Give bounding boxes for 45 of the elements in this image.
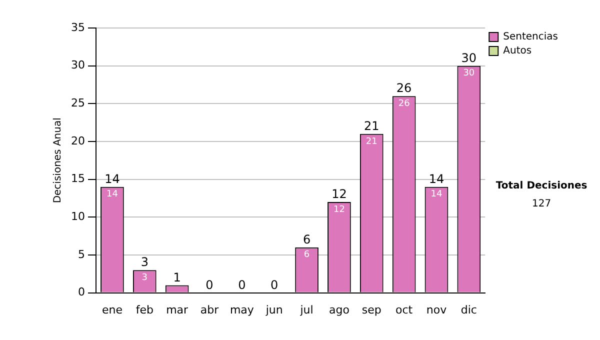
- text: 127: [532, 198, 552, 210]
- x-tick-label: oct: [396, 303, 414, 316]
- total-label: 14: [428, 172, 444, 186]
- data-label: 21: [366, 136, 378, 147]
- y-tick-label: 35: [70, 20, 85, 34]
- y-tick-label: 25: [70, 96, 85, 110]
- total-label: 12: [332, 187, 347, 202]
- total-label: 26: [396, 81, 412, 96]
- legend-label: Sentencias: [503, 32, 558, 43]
- y-tick-label: 15: [70, 172, 85, 186]
- x-tick-label: sep: [362, 303, 382, 316]
- total-label: 30: [461, 50, 477, 65]
- x-tick-label: jul: [299, 303, 314, 316]
- x-tick-label: ago: [328, 303, 350, 316]
- x-tick-label: may: [230, 303, 254, 316]
- text: Total Decisiones: [496, 180, 588, 192]
- y-tick-label: 20: [70, 134, 85, 148]
- data-label: 6: [304, 250, 310, 260]
- total-label: 0: [206, 278, 214, 292]
- total-label: 6: [302, 232, 311, 247]
- x-tick-label: jun: [264, 303, 283, 316]
- total-label: 1: [173, 270, 181, 284]
- y-tick-label: 10: [70, 210, 85, 223]
- total-label: 0: [238, 278, 246, 292]
- data-label: 3: [142, 272, 148, 283]
- data-label: 26: [398, 98, 410, 109]
- total-label: 0: [270, 278, 278, 292]
- data-label: 12: [333, 204, 345, 215]
- y-tick-label: 0: [78, 286, 85, 299]
- y-tick-label: 30: [70, 58, 85, 72]
- data-label: 14: [106, 190, 118, 200]
- x-tick-label: feb: [136, 303, 154, 316]
- x-tick-label: mar: [166, 303, 189, 316]
- x-tick-label: nov: [426, 303, 448, 316]
- y-axis-title: Decisiones Anual: [52, 118, 64, 204]
- data-label: 14: [430, 190, 442, 200]
- x-tick-label: dic: [460, 303, 477, 316]
- total-label: 14: [104, 172, 120, 186]
- x-tick-label: ene: [102, 303, 123, 316]
- total-label: 21: [364, 119, 380, 134]
- legend-label: Autos: [503, 46, 532, 57]
- y-tick-label: 5: [78, 248, 85, 261]
- total-label: 3: [140, 255, 148, 270]
- x-tick-label: abr: [200, 303, 220, 316]
- data-label: 30: [463, 68, 475, 79]
